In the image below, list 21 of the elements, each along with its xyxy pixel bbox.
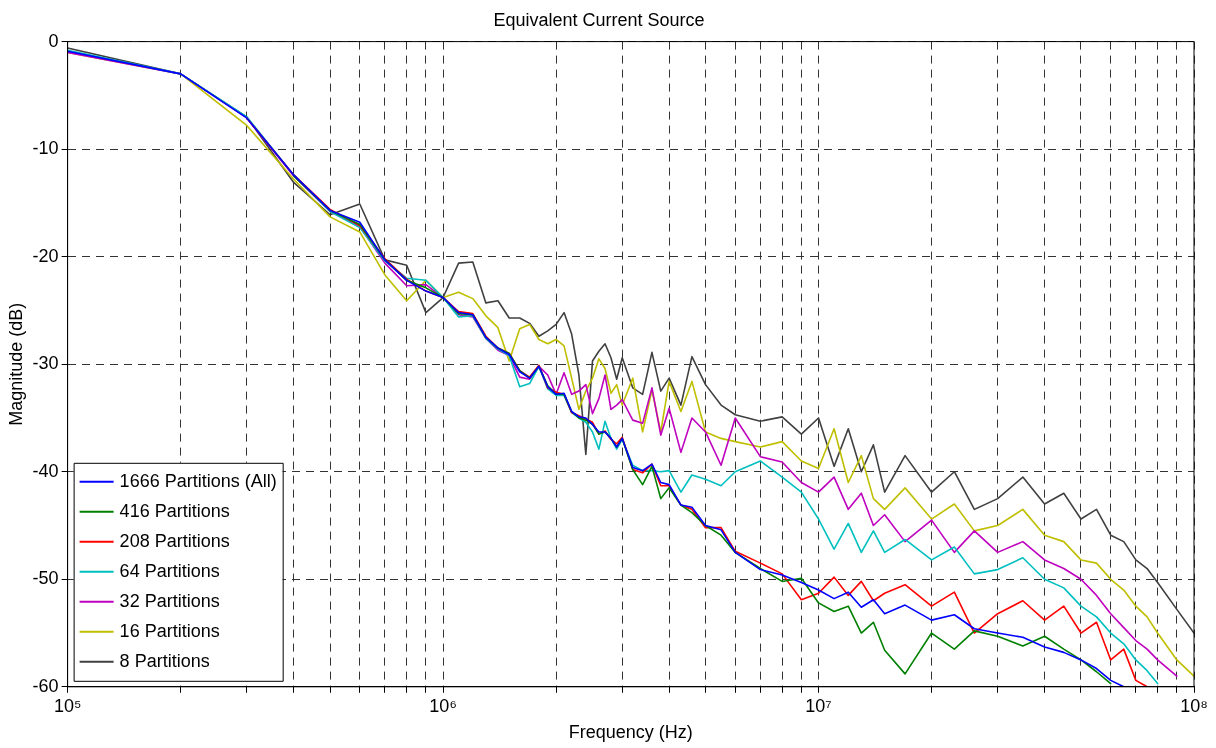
y-tick-label: -10 xyxy=(32,138,59,159)
y-tick-label: -30 xyxy=(32,353,59,374)
y-tick-label: 0 xyxy=(48,30,59,51)
y-axis-title: Magnitude (dB) xyxy=(5,302,26,426)
legend-label: 208 Partitions xyxy=(119,530,230,551)
legend-label: 8 Partitions xyxy=(119,650,210,671)
x-tick-label: 10⁵ xyxy=(53,695,82,716)
legend-label: 416 Partitions xyxy=(119,500,230,521)
legend-label: 32 Partitions xyxy=(119,590,220,611)
y-tick-label: -40 xyxy=(32,460,59,481)
x-tick-label: 10⁷ xyxy=(805,695,832,716)
x-tick-label: 10⁶ xyxy=(429,695,457,716)
y-tick-label: -60 xyxy=(32,675,59,696)
legend-label: 1666 Partitions (All) xyxy=(119,470,277,491)
y-tick-label: -20 xyxy=(32,245,59,266)
y-tick-label: -50 xyxy=(32,568,59,589)
x-tick-label: 10⁸ xyxy=(1180,695,1208,716)
x-axis-title: Frequency (Hz) xyxy=(568,722,693,743)
legend-label: 16 Partitions xyxy=(119,620,220,641)
legend-label: 64 Partitions xyxy=(119,560,220,581)
chart-title: Equivalent Current Source xyxy=(493,9,705,30)
